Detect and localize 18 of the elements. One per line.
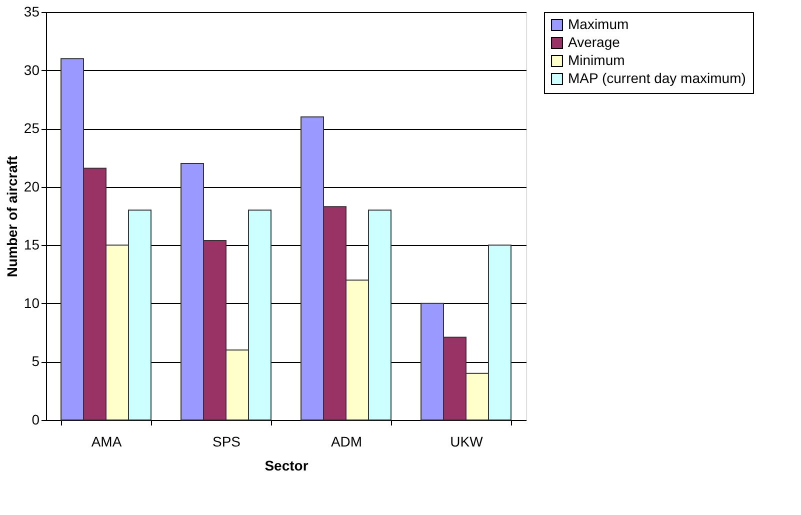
y-tick-label: 5 [32,353,40,370]
x-tick-label: ADM [330,434,362,450]
y-tick-label: 15 [24,236,40,253]
y-tick-label: 0 [32,412,40,428]
legend-label: Minimum [568,52,625,68]
y-tick-label: 25 [24,120,40,136]
y-tick-label: 20 [24,178,40,194]
x-tick-label: AMA [91,434,122,450]
y-tick-label: 30 [24,62,40,78]
legend-label: Average [568,34,620,50]
legend-label: MAP (current day maximum) [568,70,746,86]
legend-label: Maximum [568,16,629,32]
x-tick-label: SPS [212,434,241,450]
y-axis-title: Number of aircraft [4,155,20,278]
y-tick-label: 10 [24,294,40,311]
x-tick-label: UKW [450,434,484,450]
y-tick-label: 35 [24,4,40,20]
x-axis-title: Sector [264,458,309,474]
